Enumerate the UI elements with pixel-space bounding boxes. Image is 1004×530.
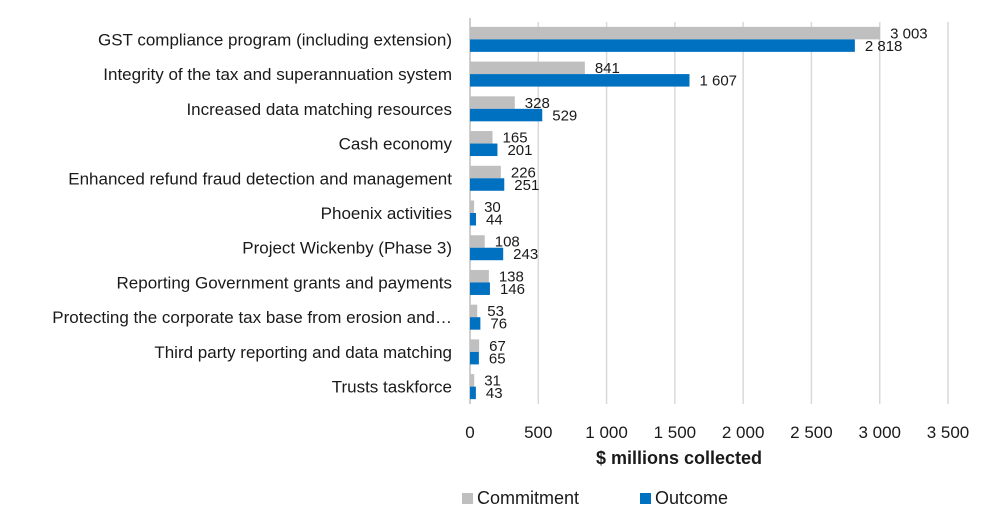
x-axis-ticks: 0 500 1 000 1 500 2 000 2 500 3 000 3 500 — [465, 423, 969, 442]
commitment-bar — [470, 26, 881, 40]
commitment-value-label: 226 — [511, 164, 536, 181]
x-tick-label: 3 500 — [927, 423, 970, 442]
commitment-legend-label: Commitment — [477, 488, 579, 508]
x-tick-label: 2 500 — [790, 423, 833, 442]
category-label: Third party reporting and data matching — [154, 343, 452, 362]
legend: Commitment Outcome — [462, 488, 728, 508]
category-label: GST compliance program (including extens… — [98, 30, 452, 49]
outcome-value-label: 1 607 — [699, 73, 737, 90]
category-label: Project Wickenby (Phase 3) — [242, 239, 452, 258]
category-labels: GST compliance program (including extens… — [52, 30, 452, 396]
outcome-value-label: 201 — [507, 142, 532, 159]
commitment-value-label: 30 — [484, 199, 501, 216]
x-tick-label: 2 000 — [722, 423, 765, 442]
x-tick-label: 0 — [465, 423, 474, 442]
commitment-value-label: 53 — [487, 303, 504, 320]
category-label: Phoenix activities — [321, 204, 452, 223]
commitment-bar — [470, 131, 493, 144]
outcome-value-label: 44 — [486, 212, 503, 229]
commitment-bar — [470, 374, 475, 387]
commitment-legend-swatch — [462, 493, 473, 504]
commitment-value-label: 108 — [495, 234, 520, 251]
category-label: Increased data matching resources — [186, 100, 452, 119]
outcome-value-label: 65 — [489, 350, 506, 367]
outcome-value-label: 43 — [486, 385, 503, 402]
category-label: Trusts taskforce — [332, 378, 452, 397]
outcome-bar — [470, 351, 479, 365]
commitment-value-label: 328 — [525, 95, 550, 112]
commitment-value-label: 3 003 — [890, 25, 928, 42]
bars — [470, 26, 881, 400]
commitment-value-label: 138 — [499, 268, 524, 285]
outcome-value-label: 2 818 — [865, 38, 903, 55]
commitment-bar — [470, 200, 475, 213]
x-tick-label: 500 — [524, 423, 552, 442]
outcome-bar — [470, 247, 504, 261]
outcome-value-label: 251 — [514, 177, 539, 194]
outcome-bar — [470, 39, 855, 52]
commitment-value-label: 841 — [595, 60, 620, 77]
commitment-bar — [470, 61, 585, 75]
outcome-value-label: 146 — [500, 281, 525, 298]
x-tick-label: 3 000 — [858, 423, 901, 442]
commitment-value-label: 31 — [484, 373, 501, 390]
outcome-bar — [470, 282, 490, 295]
outcome-bar — [470, 108, 543, 122]
category-label: Cash economy — [339, 135, 453, 154]
outcome-bar — [470, 74, 690, 87]
category-label: Enhanced refund fraud detection and mana… — [68, 169, 452, 188]
category-label: Integrity of the tax and superannuation … — [103, 65, 452, 84]
outcome-value-label: 529 — [552, 107, 577, 124]
outcome-bar — [470, 178, 505, 191]
x-axis-title: $ millions collected — [596, 448, 762, 468]
outcome-bar — [470, 213, 477, 226]
commitment-bar — [470, 96, 515, 109]
outcome-value-label: 76 — [490, 316, 507, 333]
commitment-bar — [470, 165, 501, 179]
commitment-value-label: 165 — [503, 130, 528, 147]
outcome-bar — [470, 143, 498, 157]
outcome-bar — [470, 317, 481, 330]
commitment-bar — [470, 269, 489, 283]
outcome-value-label: 243 — [513, 246, 538, 263]
category-label: Reporting Government grants and payments — [117, 273, 452, 292]
x-tick-label: 1 000 — [585, 423, 628, 442]
category-label: Protecting the corporate tax base from e… — [52, 308, 452, 327]
commitment-bar — [470, 235, 485, 248]
outcome-bar — [470, 386, 476, 400]
outcome-legend-label: Outcome — [655, 488, 728, 508]
x-tick-label: 1 500 — [654, 423, 697, 442]
outcome-legend-swatch — [640, 493, 651, 504]
commitment-bar — [470, 304, 478, 318]
commitment-value-label: 67 — [489, 338, 506, 355]
commitment-bar — [470, 339, 480, 352]
